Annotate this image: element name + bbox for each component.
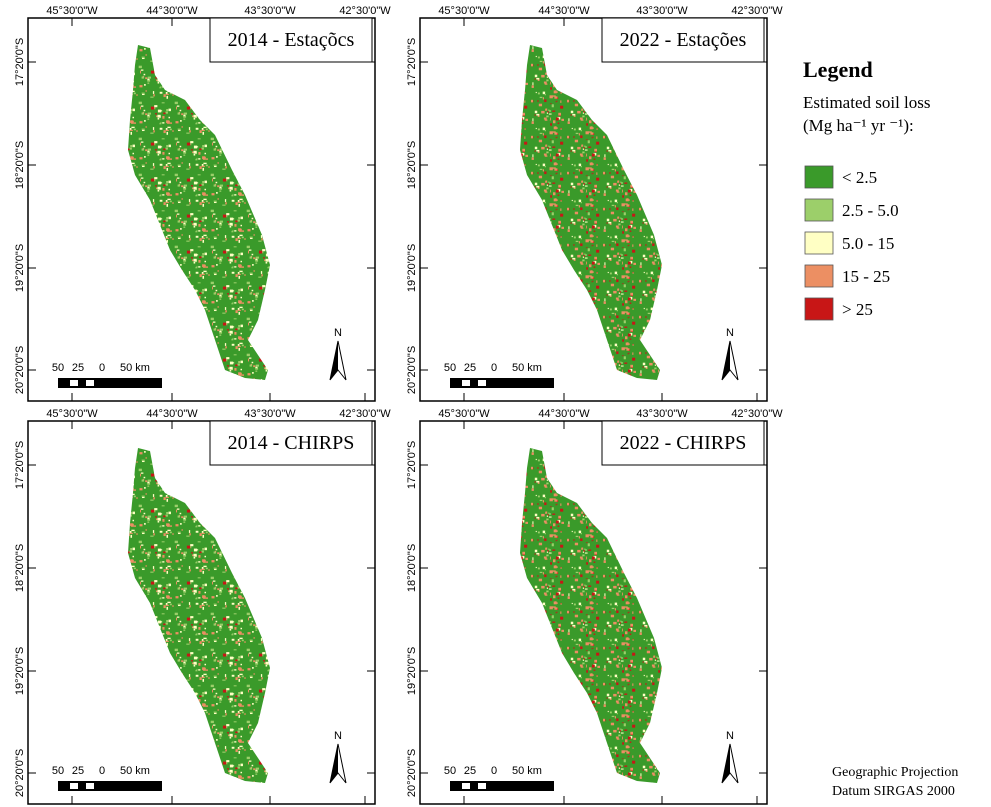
latitude-label: 18°20'0"S (14, 141, 26, 189)
scale-bar-gap (478, 783, 486, 789)
legend-swatch (804, 264, 834, 288)
legend-subtitle: (Mg ha⁻¹ yr ⁻¹): (803, 116, 914, 135)
scale-bar-gap (70, 380, 78, 386)
latitude-label: 20°20'0"S (14, 346, 26, 394)
scale-label: 25 (464, 362, 476, 374)
title-box (209, 17, 373, 63)
latitude-label: 20°20'0"S (406, 346, 418, 394)
longitude-label: 42°30'0"W (339, 5, 391, 17)
scale-label: 50 km (512, 362, 542, 374)
scale-bar-gap (462, 783, 470, 789)
legend-swatch (804, 297, 834, 321)
scale-label: 25 (464, 765, 476, 777)
north-label: N (334, 327, 342, 339)
latitude-label: 19°20'0"S (14, 244, 26, 292)
scale-bar-gap (86, 783, 94, 789)
north-arrow-half (722, 744, 730, 783)
longitude-label: 45°30'0"W (46, 408, 98, 420)
longitude-label: 42°30'0"W (339, 408, 391, 420)
scale-label: 50 km (512, 765, 542, 777)
scale-label: 0 (491, 362, 497, 374)
longitude-label: 44°30'0"W (146, 408, 198, 420)
latitude-label: 17°20'0"S (406, 38, 418, 86)
latitude-label: 17°20'0"S (406, 441, 418, 489)
scale-label: 50 km (120, 362, 150, 374)
north-label: N (726, 730, 734, 742)
legend-label: 5.0 - 15 (842, 234, 894, 253)
title-box (601, 420, 765, 466)
latitude-label: 18°20'0"S (406, 141, 418, 189)
legend-swatch (804, 231, 834, 255)
longitude-label: 43°30'0"W (244, 408, 296, 420)
scale-label: 25 (72, 362, 84, 374)
longitude-label: 45°30'0"W (438, 408, 490, 420)
longitude-label: 42°30'0"W (731, 408, 783, 420)
legend-label: > 25 (842, 300, 873, 319)
latitude-label: 18°20'0"S (406, 544, 418, 592)
longitude-label: 45°30'0"W (46, 5, 98, 17)
footer-line: Geographic Projection (832, 765, 958, 780)
legend-label: 15 - 25 (842, 267, 890, 286)
latitude-label: 20°20'0"S (14, 749, 26, 797)
scale-label: 0 (491, 765, 497, 777)
map-panel: 45°30'0"W 44°30'0"W 43°30'0"W 42°30'0"W 17°2… (406, 408, 783, 805)
latitude-label: 17°20'0"S (14, 38, 26, 86)
scale-bar-gap (86, 380, 94, 386)
scale-label: 50 (52, 765, 64, 777)
scale-bar (58, 781, 162, 791)
map-panel: 45°30'0"W 44°30'0"W 43°30'0"W 42°30'0"W 17°2… (14, 408, 391, 805)
north-label: N (726, 327, 734, 339)
scale-label: 0 (99, 765, 105, 777)
map-panel: 45°30'0"W 44°30'0"W 43°30'0"W 42°30'0"W 17°2… (406, 5, 783, 402)
scale-label: 0 (99, 362, 105, 374)
panel-title: 2014 - CHIRPS (228, 432, 355, 454)
longitude-label: 45°30'0"W (438, 5, 490, 17)
legend-title: Legend (803, 57, 873, 82)
latitude-label: 20°20'0"S (406, 749, 418, 797)
scale-label: 50 km (120, 765, 150, 777)
scale-bar-gap (478, 380, 486, 386)
legend-swatch (804, 198, 834, 222)
scale-bar-gap (70, 783, 78, 789)
longitude-label: 44°30'0"W (538, 408, 590, 420)
map-panel: 45°30'0"W 44°30'0"W 43°30'0"W 42°30'0"W 17°2… (14, 5, 391, 402)
title-box (601, 17, 765, 63)
panel-title: 2014 - Estaçõcs (228, 29, 355, 51)
latitude-label: 19°20'0"S (406, 647, 418, 695)
longitude-label: 44°30'0"W (538, 5, 590, 17)
longitude-label: 43°30'0"W (636, 5, 688, 17)
legend-label: 2.5 - 5.0 (842, 201, 899, 220)
scale-bar-gap (462, 380, 470, 386)
scale-label: 50 (444, 765, 456, 777)
scale-label: 25 (72, 765, 84, 777)
longitude-label: 44°30'0"W (146, 5, 198, 17)
scale-label: 50 (52, 362, 64, 374)
legend-swatch (804, 165, 834, 189)
scale-bar (450, 781, 554, 791)
north-arrow-half (722, 341, 730, 380)
latitude-label: 19°20'0"S (406, 244, 418, 292)
longitude-label: 43°30'0"W (636, 408, 688, 420)
longitude-label: 43°30'0"W (244, 5, 296, 17)
footer-line: Datum SIRGAS 2000 (832, 784, 955, 799)
scale-bar (450, 378, 554, 388)
scale-bar (58, 378, 162, 388)
longitude-label: 42°30'0"W (731, 5, 783, 17)
legend-subtitle: Estimated soil loss (803, 93, 931, 112)
title-box (209, 420, 373, 466)
panel-title: 2022 - CHIRPS (620, 432, 747, 454)
panel-title: 2022 - Estações (620, 29, 747, 51)
north-arrow-half (330, 744, 338, 783)
north-label: N (334, 730, 342, 742)
latitude-label: 19°20'0"S (14, 647, 26, 695)
north-arrow-half (330, 341, 338, 380)
latitude-label: 18°20'0"S (14, 544, 26, 592)
legend-label: < 2.5 (842, 168, 877, 187)
scale-label: 50 (444, 362, 456, 374)
latitude-label: 17°20'0"S (14, 441, 26, 489)
